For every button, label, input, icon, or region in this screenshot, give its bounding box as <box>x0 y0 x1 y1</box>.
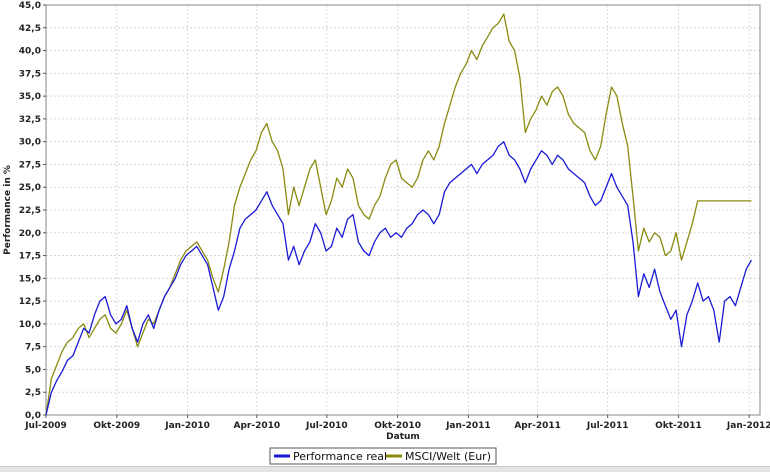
y-tick-label: 17,5 <box>19 252 41 262</box>
y-tick-label: 42,5 <box>19 24 41 34</box>
legend: Performance real MSCI/Welt (Eur) <box>269 447 497 465</box>
x-tick-label: Okt-2011 <box>655 421 702 431</box>
legend-label-performance-real: Performance real <box>293 450 387 463</box>
y-tick-label: 27,5 <box>19 160 41 170</box>
x-tick-label: Apr-2010 <box>233 421 280 431</box>
series-layer <box>45 13 753 416</box>
x-tick-label: Okt-2010 <box>374 421 421 431</box>
x-tick-label: Okt-2009 <box>93 421 140 431</box>
x-axis-title: Datum <box>386 432 420 442</box>
y-tick-label: 32,5 <box>19 115 41 125</box>
y-tick-label: 12,5 <box>19 297 41 307</box>
series-line-performance-real <box>45 141 753 416</box>
y-axis: 0,0 2,5 5,0 7,5 10,0 12,5 15,0 17,5 20,0 22,5 25,0… <box>19 1 46 421</box>
grid-layer <box>46 4 760 415</box>
x-tick-label: Jan-2010 <box>164 421 210 431</box>
y-tick-label: 37,5 <box>19 69 41 79</box>
y-tick-label: 7,5 <box>25 343 41 353</box>
x-axis: Jul-2009 Okt-2009 Jan-2010 Apr-2010 Jul-2010… <box>24 415 770 431</box>
x-tick-label: Apr-2011 <box>514 421 561 431</box>
x-tick-label: Jul-2011 <box>586 421 629 431</box>
y-tick-label: 5,0 <box>25 365 41 375</box>
y-tick-label: 20,0 <box>19 229 41 239</box>
y-axis-title: Performance in % <box>3 165 13 255</box>
series-line-msci-welt <box>45 13 752 416</box>
y-tick-label: 22,5 <box>19 206 41 216</box>
y-tick-label: 40,0 <box>19 47 41 57</box>
x-tick-label: Jan-2012 <box>726 421 770 431</box>
window-status-strip <box>0 466 770 472</box>
x-tick-label: Jan-2011 <box>445 421 491 431</box>
y-tick-label: 45,0 <box>19 1 41 11</box>
x-tick-label: Jul-2010 <box>305 421 348 431</box>
x-tick-label: Jul-2009 <box>24 421 67 431</box>
legend-label-msci-welt: MSCI/Welt (Eur) <box>405 450 491 463</box>
legend-box <box>269 447 497 465</box>
y-tick-label: 2,5 <box>25 388 41 398</box>
y-tick-label: 35,0 <box>19 92 41 102</box>
y-tick-label: 10,0 <box>19 320 41 330</box>
y-tick-label: 0,0 <box>25 411 41 421</box>
y-tick-label: 30,0 <box>19 138 41 148</box>
y-tick-label: 25,0 <box>19 183 41 193</box>
y-tick-label: 15,0 <box>19 274 41 284</box>
